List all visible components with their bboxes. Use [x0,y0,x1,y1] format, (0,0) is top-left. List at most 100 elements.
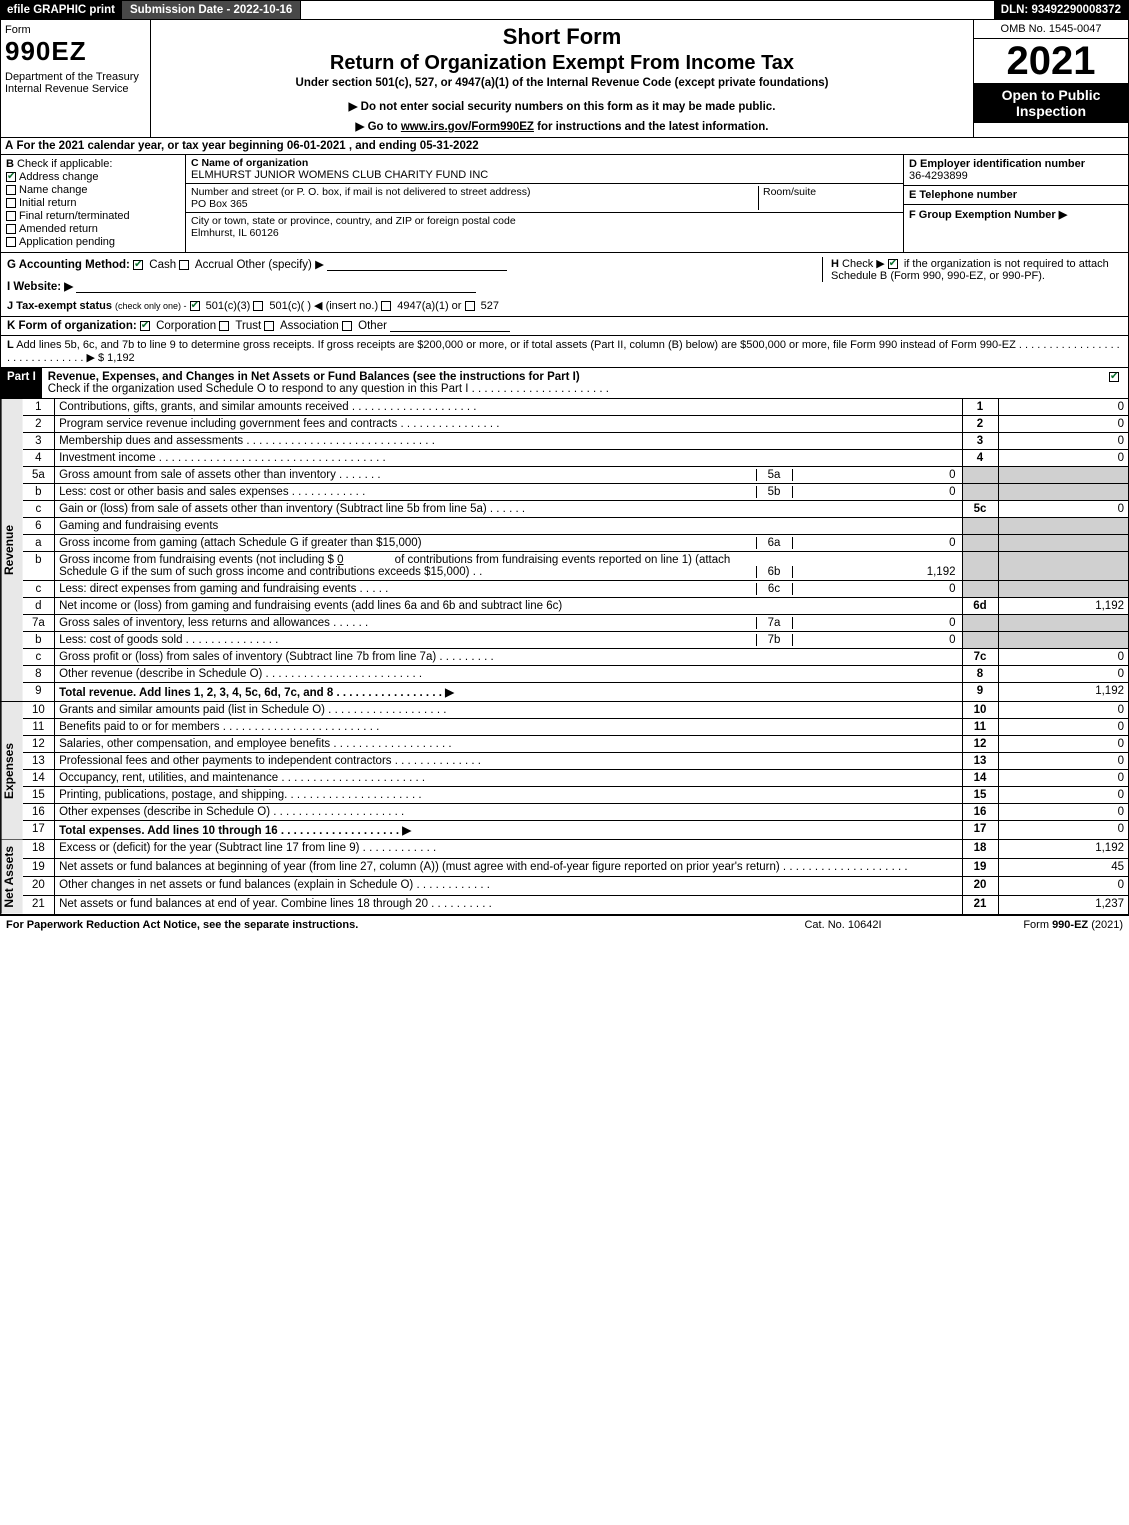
chk-final-return[interactable]: Final return/terminated [6,210,180,222]
chk-other[interactable] [342,321,352,331]
sub-amount: 1,192 [792,566,962,578]
k-other-input[interactable] [390,320,510,332]
section-b: B Check if applicable: Address change Na… [1,155,186,252]
checkbox-icon[interactable] [6,185,16,195]
table-row: 3 Membership dues and assessments . . . … [23,433,1128,450]
other-specify-input[interactable] [327,259,507,271]
line-amount: 0 [998,450,1128,467]
table-row: 12 Salaries, other compensation, and emp… [23,736,1128,753]
line-number: 13 [23,753,55,770]
checkbox-schedule-o[interactable] [1109,372,1119,382]
line-desc: Gross profit or (loss) from sales of inv… [55,649,962,666]
table-row: 14 Occupancy, rent, utilities, and maint… [23,770,1128,787]
line-number: 12 [23,736,55,753]
website-input[interactable] [76,281,476,293]
part1-title: Revenue, Expenses, and Changes in Net As… [48,371,580,383]
sub-amount: 0 [792,486,962,498]
checkbox-icon[interactable] [6,224,16,234]
line-ref: 3 [962,433,998,450]
checkbox-icon[interactable] [6,211,16,221]
chk-assoc[interactable] [264,321,274,331]
under-section: Under section 501(c), 527, or 4947(a)(1)… [159,77,965,89]
chk-501c3[interactable] [190,301,200,311]
expenses-table: 10 Grants and similar amounts paid (list… [23,702,1128,839]
org-name-block: C Name of organization ELMHURST JUNIOR W… [186,155,903,184]
line-ref: 5c [962,501,998,518]
table-row: 16 Other expenses (describe in Schedule … [23,804,1128,821]
chk-initial-return[interactable]: Initial return [6,197,180,209]
line-desc: Less: cost or other basis and sales expe… [55,484,962,501]
section-bcdef: B Check if applicable: Address change Na… [0,155,1129,253]
line-amount: 0 [998,666,1128,683]
section-j: J Tax-exempt status (check only one) - 5… [7,299,1122,312]
line-desc: Contributions, gifts, grants, and simila… [55,399,962,416]
submission-date: Submission Date - 2022-10-16 [122,1,301,19]
page-footer: For Paperwork Reduction Act Notice, see … [0,915,1129,934]
netassets-table: 18 Excess or (deficit) for the year (Sub… [23,840,1128,914]
expenses-tab: Expenses [1,702,23,839]
org-name-label: C Name of organization [191,157,898,169]
table-row: c Gross profit or (loss) from sales of i… [23,649,1128,666]
checkbox-icon[interactable] [6,198,16,208]
part1-check-text: Check if the organization used Schedule … [48,383,609,395]
line-ref: 18 [962,840,998,858]
do-not-notice: ▶ Do not enter social security numbers o… [159,99,965,113]
chk-4947[interactable] [381,301,391,311]
section-l: L Add lines 5b, 6c, and 7b to line 9 to … [0,336,1129,368]
chk-address-change[interactable]: Address change [6,171,180,183]
header-left: Form 990EZ Department of the Treasury In… [1,20,151,137]
line-desc: Gross income from fundraising events (no… [55,552,962,581]
room-suite: Room/suite [758,186,898,210]
part1-badge: Part I [1,368,42,398]
chk-amended-return[interactable]: Amended return [6,223,180,235]
line-amount: 45 [998,858,1128,877]
line-ref [962,615,998,632]
line-number: c [23,501,55,518]
line-desc: Occupancy, rent, utilities, and maintena… [55,770,962,787]
line-number: 17 [23,821,55,840]
g-label: G Accounting Method: [7,259,130,271]
line-number: 18 [23,840,55,858]
table-row: 20 Other changes in net assets or fund b… [23,877,1128,896]
chk-501c[interactable] [253,301,263,311]
checkbox-cash[interactable] [133,260,143,270]
line-amount [998,484,1128,501]
line-ref: 12 [962,736,998,753]
chk-trust[interactable] [219,321,229,331]
dln-number: DLN: 93492290008372 [995,1,1128,19]
checkbox-icon[interactable] [888,259,898,269]
h-text1: Check ▶ [842,258,885,270]
checkbox-accrual[interactable] [179,260,189,270]
table-row: b Gross income from fundraising events (… [23,552,1128,581]
open-to-public: Open to Public Inspection [974,83,1128,123]
checkbox-icon[interactable] [6,172,16,182]
line-desc: Grants and similar amounts paid (list in… [55,702,962,719]
line-number: 8 [23,666,55,683]
table-row: 13 Professional fees and other payments … [23,753,1128,770]
chk-application-pending[interactable]: Application pending [6,236,180,248]
line-amount: 0 [998,821,1128,840]
line-desc: Net assets or fund balances at beginning… [55,858,962,877]
line-ref: 20 [962,877,998,896]
line-a: A For the 2021 calendar year, or tax yea… [0,138,1129,155]
line-desc: Other revenue (describe in Schedule O) .… [55,666,962,683]
chk-name-change[interactable]: Name change [6,184,180,196]
sub-amount: 0 [792,634,962,646]
efile-print-button[interactable]: efile GRAPHIC print [1,1,122,19]
line-desc: Gross sales of inventory, less returns a… [55,615,962,632]
part1-checkbox-cell [1098,368,1128,398]
table-row: 5a Gross amount from sale of assets othe… [23,467,1128,484]
checkbox-icon[interactable] [6,237,16,247]
line-a-label: A [5,140,13,152]
i-label: I Website: ▶ [7,281,73,293]
org-city-block: City or town, state or province, country… [186,213,903,252]
sub-amount: 0 [792,537,962,549]
chk-corp[interactable] [140,321,150,331]
irs-link[interactable]: www.irs.gov/Form990EZ [401,121,534,133]
line-amount: 0 [998,399,1128,416]
line-ref [962,632,998,649]
topbar-spacer [301,1,994,19]
header-middle: Short Form Return of Organization Exempt… [151,20,973,137]
chk-527[interactable] [465,301,475,311]
line-ref: 14 [962,770,998,787]
